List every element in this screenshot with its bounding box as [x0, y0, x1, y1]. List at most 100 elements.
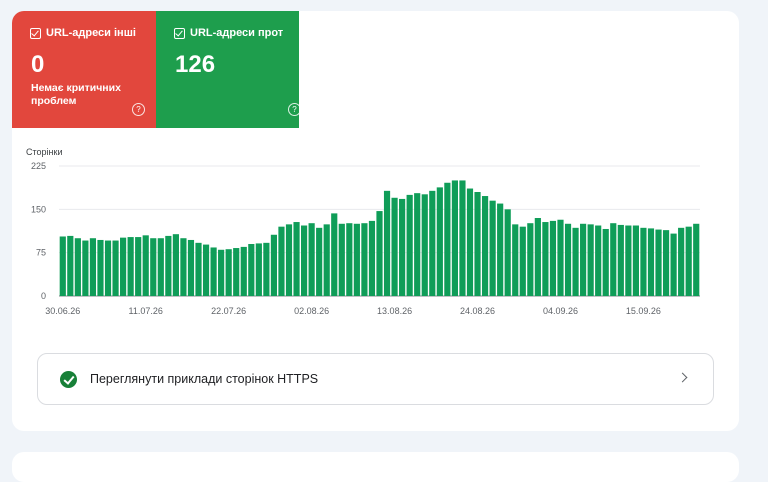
y-tick-label: 75: [36, 248, 46, 258]
chart-bar[interactable]: [376, 211, 383, 296]
chart-bar[interactable]: [383, 190, 391, 296]
chart-bar[interactable]: [240, 246, 247, 296]
chart-bar[interactable]: [187, 239, 195, 296]
chart-bar[interactable]: [308, 223, 315, 296]
help-icon[interactable]: ?: [288, 103, 301, 116]
chart-bar[interactable]: [399, 198, 406, 296]
chart-bar[interactable]: [82, 240, 89, 296]
chart-bar[interactable]: [459, 180, 466, 296]
chart-bar[interactable]: [655, 229, 662, 296]
chart-bar[interactable]: [346, 223, 353, 296]
chart-bar[interactable]: [172, 234, 179, 296]
chart-bar[interactable]: [195, 242, 202, 296]
chart-bar[interactable]: [421, 194, 428, 296]
chart-bar[interactable]: [693, 223, 700, 296]
chart-bar[interactable]: [527, 223, 534, 296]
chart-bar[interactable]: [368, 220, 376, 296]
chart-bar[interactable]: [678, 227, 685, 296]
chart-bar[interactable]: [248, 244, 255, 296]
chart-bar[interactable]: [632, 225, 639, 296]
tile-protected-urls[interactable]: URL-адреси прот 126 ?: [156, 11, 301, 128]
chart-bar[interactable]: [331, 213, 338, 296]
chart-bar[interactable]: [278, 226, 285, 296]
chart-bar[interactable]: [89, 238, 97, 296]
chart-bar[interactable]: [512, 224, 519, 296]
tile-other-urls[interactable]: URL-адреси інші 0 Немає критичних пробле…: [12, 11, 156, 128]
chart-bar[interactable]: [414, 193, 421, 296]
chart-bar[interactable]: [157, 238, 164, 296]
tile-value: 0: [31, 51, 45, 78]
chart-bar[interactable]: [210, 247, 217, 296]
chart-bar[interactable]: [293, 222, 300, 296]
chart-bar[interactable]: [74, 238, 81, 296]
chart-bar[interactable]: [451, 180, 458, 296]
chart-bar[interactable]: [301, 225, 308, 296]
chart-bar[interactable]: [150, 238, 157, 296]
chart-bar[interactable]: [353, 223, 360, 296]
chart-bar[interactable]: [285, 224, 293, 296]
help-icon[interactable]: ?: [132, 103, 145, 116]
banner-text: Переглянути приклади сторінок HTTPS: [90, 372, 319, 386]
chart-bar[interactable]: [59, 236, 66, 296]
chart-bar[interactable]: [602, 228, 609, 296]
chart-bar[interactable]: [202, 244, 210, 296]
chart-bar[interactable]: [406, 194, 413, 296]
y-tick-label: 225: [31, 161, 46, 171]
chart-bar[interactable]: [617, 224, 624, 296]
chart-bar[interactable]: [481, 196, 489, 296]
check-circle-icon: [60, 371, 77, 388]
chart-bar[interactable]: [640, 227, 647, 296]
chart-bar[interactable]: [233, 248, 240, 296]
view-https-examples-row[interactable]: Переглянути приклади сторінок HTTPS: [37, 353, 714, 405]
chart-bar[interactable]: [542, 222, 549, 296]
chart-bar[interactable]: [534, 218, 541, 296]
chart-bar[interactable]: [564, 223, 572, 296]
x-tick-label: 15.09.26: [626, 306, 661, 316]
chart-bar[interactable]: [104, 240, 112, 296]
chart-bar[interactable]: [557, 219, 564, 296]
chart-bar[interactable]: [263, 242, 270, 296]
chart-bar[interactable]: [497, 203, 504, 296]
chart-bar[interactable]: [670, 233, 677, 296]
chart-bar[interactable]: [662, 230, 670, 296]
chart-bar[interactable]: [610, 223, 617, 296]
chart-bar[interactable]: [67, 235, 74, 296]
chart-bar[interactable]: [549, 220, 557, 296]
chart-bar[interactable]: [474, 192, 481, 296]
chart-bar[interactable]: [225, 249, 232, 296]
chart-bar[interactable]: [685, 226, 692, 296]
chart-bar[interactable]: [587, 224, 594, 296]
chart-bar[interactable]: [580, 223, 587, 296]
chart-bar[interactable]: [112, 240, 119, 296]
checkbox-icon[interactable]: [174, 27, 185, 39]
y-tick-label: 150: [31, 204, 46, 214]
chart-bar[interactable]: [218, 249, 225, 296]
chart-bar[interactable]: [165, 235, 172, 296]
chart-bar[interactable]: [97, 239, 104, 296]
chart-bar[interactable]: [127, 237, 134, 296]
chart-bar[interactable]: [504, 209, 511, 296]
chart-bar[interactable]: [361, 223, 368, 296]
chart-bar[interactable]: [489, 200, 496, 296]
chart-bar[interactable]: [519, 226, 526, 296]
chart-bar[interactable]: [135, 237, 142, 296]
chart-bar[interactable]: [595, 225, 602, 296]
chart-bar[interactable]: [316, 227, 323, 296]
chart-bar[interactable]: [466, 188, 474, 296]
chart-bar[interactable]: [444, 182, 451, 296]
chart-bar[interactable]: [572, 227, 579, 296]
checkbox-icon[interactable]: [30, 27, 41, 39]
chart-bar[interactable]: [270, 234, 278, 296]
chart-bar[interactable]: [338, 223, 345, 296]
chart-bar[interactable]: [180, 238, 187, 296]
chart-bar[interactable]: [120, 237, 127, 296]
chart-bar[interactable]: [255, 243, 262, 296]
chart-bar[interactable]: [436, 187, 443, 296]
chart-bar[interactable]: [647, 228, 655, 296]
chart-bar[interactable]: [429, 190, 436, 296]
chart-bar[interactable]: [391, 197, 398, 296]
y-tick-label: 0: [41, 291, 46, 301]
chart-bar[interactable]: [142, 235, 149, 296]
chart-bar[interactable]: [323, 224, 330, 296]
chart-bar[interactable]: [625, 225, 632, 296]
